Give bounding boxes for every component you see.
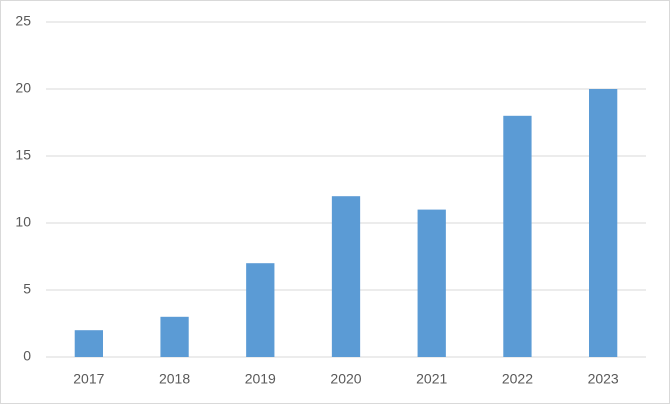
x-tick-label: 2018 [159,371,190,387]
x-tick-label: 2020 [330,371,361,387]
bar [589,89,618,357]
bar [246,263,275,357]
y-tick-label: 10 [15,214,31,230]
y-tick-label: 25 [15,13,31,29]
bar [74,330,103,357]
bar [331,196,361,357]
bar [503,115,532,357]
y-tick-label: 0 [23,348,31,364]
x-tick-label: 2019 [245,371,276,387]
x-tick-label: 2022 [502,371,533,387]
x-tick-label: 2021 [416,371,447,387]
y-tick-label: 5 [23,281,31,297]
y-tick-label: 20 [15,80,31,96]
x-tick-label: 2023 [588,371,619,387]
y-tick-label: 15 [15,147,31,163]
bar [160,316,189,357]
bar [417,209,446,357]
x-tick-label: 2017 [73,371,104,387]
